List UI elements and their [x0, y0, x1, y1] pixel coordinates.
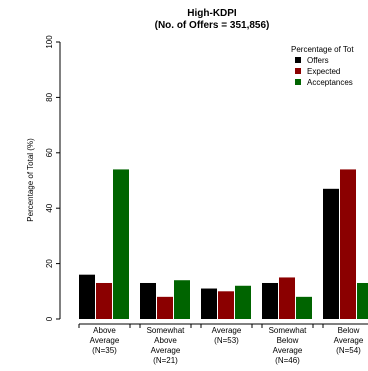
bar-acceptances-1 — [113, 169, 129, 319]
bar-offers-5 — [323, 188, 339, 319]
legend-label-offers: Offers — [307, 56, 329, 65]
bar-acceptances-4 — [296, 296, 312, 319]
bar-acceptances-3 — [235, 285, 251, 319]
bar-expected-5 — [340, 169, 356, 319]
category-label: (N=54) — [336, 346, 361, 355]
category-label: (N=46) — [275, 356, 300, 365]
y-tick-label: 60 — [45, 148, 54, 157]
category-label: (N=21) — [153, 356, 178, 365]
category-label: Below — [338, 326, 360, 335]
category-label: Average — [151, 346, 181, 355]
bar-offers-4 — [262, 282, 278, 319]
bar-offers-2 — [140, 282, 156, 319]
bar-expected-2 — [157, 296, 173, 319]
legend-swatch-offers — [295, 57, 301, 63]
legend-label-expected: Expected — [307, 67, 340, 76]
chart-title: High-KDPI — [187, 8, 237, 19]
y-tick-label: 20 — [45, 259, 54, 268]
bar-expected-3 — [218, 291, 234, 319]
legend-swatch-acceptances — [295, 79, 301, 85]
axes: 020406080100AboveAverage(N=35)SomewhatAb… — [45, 35, 368, 365]
bar-acceptances-5 — [357, 282, 368, 319]
category-label: (N=53) — [214, 336, 239, 345]
y-tick-label: 0 — [45, 316, 54, 321]
legend-swatch-expected — [295, 68, 301, 74]
category-label: Average — [273, 346, 303, 355]
legend-label-acceptances: Acceptances — [307, 78, 353, 87]
bar-acceptances-2 — [174, 280, 190, 319]
y-tick-label: 80 — [45, 92, 54, 101]
bar-offers-1 — [79, 274, 95, 319]
bar-expected-1 — [96, 282, 112, 319]
category-label: Somewhat — [269, 326, 308, 335]
category-label: Above — [93, 326, 116, 335]
bars — [79, 169, 368, 319]
legend: Percentage of Tot Offers Expected Acceptanc… — [291, 45, 354, 87]
category-label: Below — [277, 336, 299, 345]
category-label: Average — [212, 326, 242, 335]
bar-offers-3 — [201, 288, 217, 319]
y-tick-label: 100 — [45, 35, 54, 49]
y-axis-label: Percentage of Total (%) — [26, 138, 35, 222]
category-label: Average — [334, 336, 364, 345]
category-label: Average — [90, 336, 120, 345]
bar-expected-4 — [279, 277, 295, 319]
legend-title: Percentage of Tot — [291, 45, 354, 54]
chart-subtitle: (No. of Offers = 351,856) — [155, 20, 270, 31]
y-tick-label: 40 — [45, 203, 54, 212]
category-label: Somewhat — [147, 326, 186, 335]
category-label: (N=35) — [92, 346, 117, 355]
category-label: Above — [154, 336, 177, 345]
